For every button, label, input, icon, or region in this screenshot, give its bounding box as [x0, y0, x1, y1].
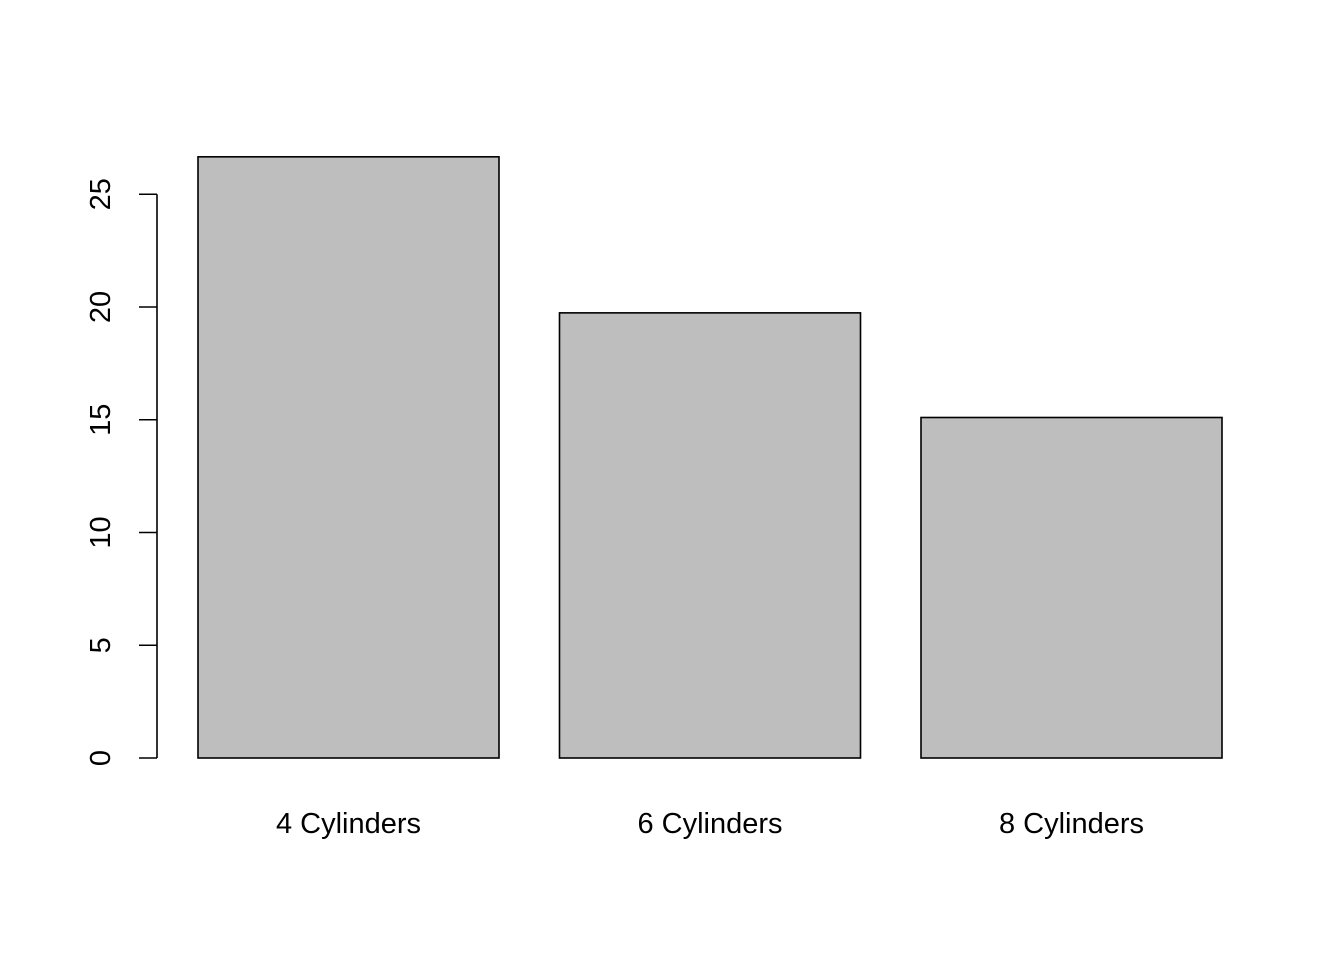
x-tick-label: 4 Cylinders: [276, 808, 421, 840]
x-axis-labels: 4 Cylinders 6 Cylinders 8 Cylinders: [276, 808, 1144, 840]
y-tick-label: 15: [85, 404, 117, 436]
x-tick-label: 8 Cylinders: [999, 808, 1144, 840]
y-tick-label: 20: [85, 291, 117, 323]
bar-8-cylinders: [920, 416, 1223, 759]
y-axis: 0 5 10 15 20 25: [85, 178, 158, 766]
y-tick-label: 10: [85, 516, 117, 548]
y-tick-label: 25: [85, 178, 117, 210]
bars-layer: [197, 156, 1223, 759]
y-tick-label: 0: [85, 750, 117, 766]
bar-4-cylinders: [197, 156, 500, 759]
bar-6-cylinders: [558, 312, 862, 759]
x-tick-label: 6 Cylinders: [637, 808, 782, 840]
y-tick-label: 5: [85, 637, 117, 653]
